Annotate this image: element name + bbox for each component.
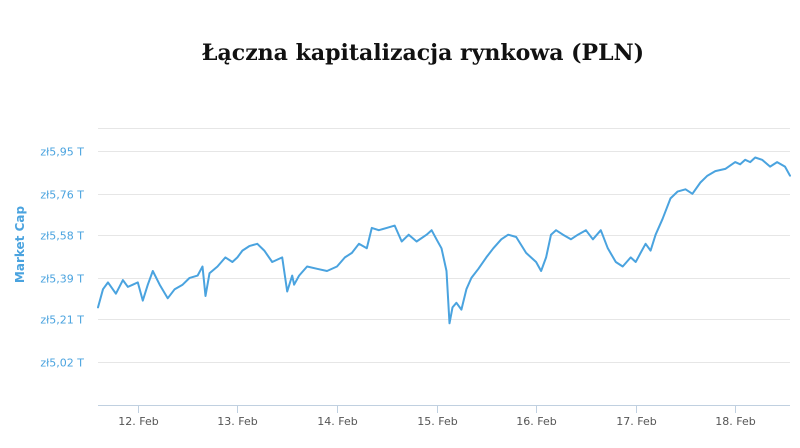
x-tick-label: 13. Feb [217,415,257,428]
series-group [97,156,791,325]
grid-lines [98,128,790,363]
series-line [97,156,791,325]
y-axis: zł5,02 T zł5,21 T zł5,39 T zł5,58 T zł5,76 T… [40,146,84,370]
x-tick-label: 15. Feb [417,415,457,428]
x-tick-label: 18. Feb [715,415,755,428]
x-tick-label: 16. Feb [516,415,556,428]
x-axis: 12. Feb 13. Feb 14. Feb 15. Feb 16. Feb 17. F… [98,405,790,428]
x-tick-label: 14. Feb [317,415,357,428]
x-tick-label: 12. Feb [118,415,158,428]
x-tick-label: 17. Feb [616,415,656,428]
y-tick-label: zł5,21 T [40,314,84,327]
y-tick-label: zł5,95 T [40,146,84,159]
y-tick-label: zł5,02 T [40,357,84,370]
chart-title: Łączna kapitalizacja rynkowa (PLN) [201,40,645,66]
y-tick-label: zł5,58 T [40,230,84,243]
y-axis-label: Market Cap [13,206,27,284]
y-tick-label: zł5,76 T [40,189,84,202]
y-tick-label: zł5,39 T [40,273,84,286]
